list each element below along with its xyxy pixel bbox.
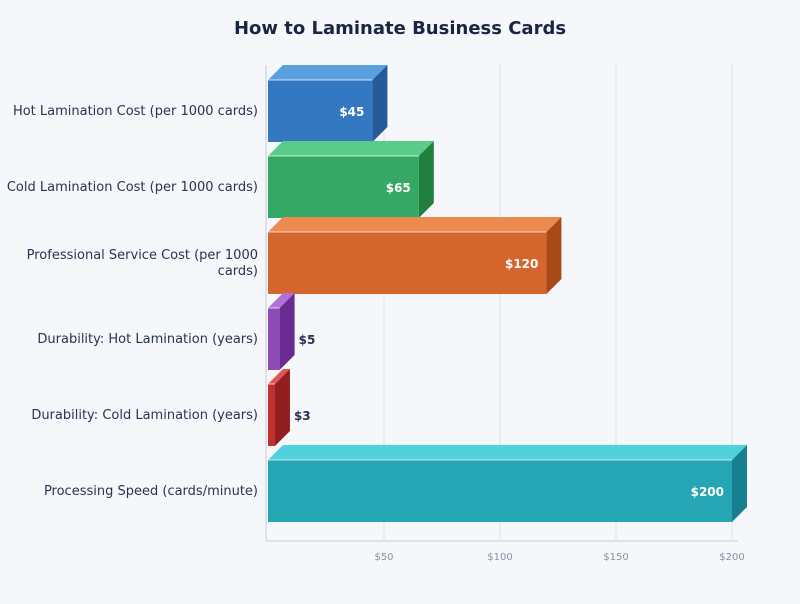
bar-front — [268, 460, 732, 522]
bar-top — [268, 141, 434, 156]
data-label: $200 — [691, 485, 724, 499]
bar[interactable]: $200 — [268, 445, 747, 522]
bar[interactable]: $45 — [268, 65, 388, 142]
category-label: Professional Service Cost (per 1000 cards… — [27, 248, 258, 279]
bar-top — [268, 293, 295, 308]
data-label: $65 — [386, 181, 411, 195]
category-label: Processing Speed (cards/minute) — [44, 484, 258, 499]
bar-side — [274, 369, 290, 446]
bar-front — [268, 232, 547, 294]
x-tick-label: $100 — [487, 552, 512, 563]
data-label: $3 — [294, 409, 311, 423]
bar[interactable]: $3 — [268, 369, 311, 446]
bar-side — [372, 65, 388, 142]
category-label: Hot Lamination Cost (per 1000 cards) — [13, 104, 258, 119]
bar-front — [268, 308, 280, 370]
category-label: Durability: Hot Lamination (years) — [37, 332, 258, 347]
category-label: Cold Lamination Cost (per 1000 cards) — [7, 180, 258, 195]
bar[interactable]: $65 — [268, 141, 434, 218]
bar-top — [268, 217, 562, 232]
bar-top — [268, 369, 290, 384]
x-tick-label: $50 — [374, 552, 393, 563]
bar-top — [268, 445, 747, 460]
bar[interactable]: $5 — [268, 293, 315, 370]
data-label: $45 — [339, 105, 364, 119]
bar-front — [268, 156, 419, 218]
bar[interactable]: $120 — [268, 217, 562, 294]
data-label: $120 — [505, 257, 538, 271]
x-tick-label: $200 — [719, 552, 744, 563]
chart-title: How to Laminate Business Cards — [234, 18, 566, 39]
bar-side — [418, 141, 434, 218]
bar-side — [732, 445, 747, 522]
bar-side — [279, 293, 295, 370]
category-label: Durability: Cold Lamination (years) — [31, 408, 258, 423]
bar-top — [268, 65, 388, 80]
bar-side — [546, 217, 562, 294]
bar-front — [268, 80, 373, 142]
bar-front — [268, 384, 275, 446]
data-label: $5 — [299, 333, 316, 347]
x-tick-label: $150 — [603, 552, 628, 563]
